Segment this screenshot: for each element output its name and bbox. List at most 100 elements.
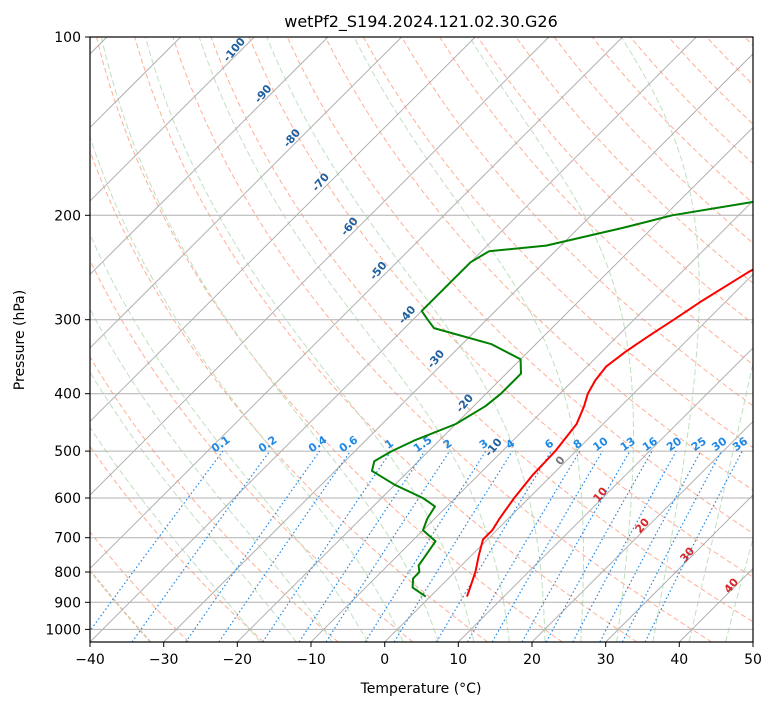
dry-adiabat-line xyxy=(172,37,712,642)
mixing-ratio-lines xyxy=(90,450,743,642)
dry-adiabat-line xyxy=(90,259,414,642)
moist-adiabat-label: 10 xyxy=(590,484,610,504)
moist-adiabat-label: 20 xyxy=(632,515,652,535)
dry-adiabat-label: -40 xyxy=(396,303,419,327)
dry-adiabat-line xyxy=(90,445,264,642)
mixing-ratio-line xyxy=(545,450,653,642)
dry-adiabat-line xyxy=(210,37,753,623)
y-tick-label: 700 xyxy=(54,531,81,547)
mixing-ratio-label: 2 xyxy=(441,437,455,452)
isotherm-line xyxy=(163,53,753,642)
moist-adiabat-line xyxy=(469,37,634,642)
mixing-ratio-label: 0.1 xyxy=(209,433,232,455)
mixing-ratio-line xyxy=(131,450,271,642)
mixing-ratio-line xyxy=(298,450,426,642)
mixing-ratio-line xyxy=(644,450,743,642)
dry-adiabat-line xyxy=(477,37,753,325)
y-tick-label: 100 xyxy=(54,30,81,46)
dry-adiabat-line xyxy=(362,37,753,449)
mixing-ratio-label: 0.4 xyxy=(306,433,330,455)
x-axis-label: Temperature (°C) xyxy=(360,681,482,697)
y-axis-label: Pressure (hPa) xyxy=(12,290,28,390)
isotherm-line xyxy=(90,37,329,276)
moist-adiabat-line xyxy=(266,37,546,642)
isotherm-line xyxy=(90,37,255,202)
dry-adiabat-line xyxy=(553,37,753,244)
dry-adiabat-line xyxy=(248,37,753,578)
mixing-ratio-line xyxy=(364,450,487,642)
moist-adiabat-line xyxy=(144,37,475,642)
isotherm-line xyxy=(90,37,402,349)
plot-frame xyxy=(89,36,754,643)
y-tick-label: 1000 xyxy=(45,622,81,638)
moist-adiabats xyxy=(90,37,753,642)
isotherm-line xyxy=(531,420,753,642)
mixing-ratio-line xyxy=(325,450,451,642)
isotherm-line xyxy=(384,273,753,642)
mixing-ratio-line xyxy=(185,450,321,642)
y-tick-label: 200 xyxy=(54,208,81,224)
series-lines xyxy=(371,200,753,598)
isotherm-line xyxy=(236,126,753,642)
dry-adiabat-label: -50 xyxy=(367,259,390,283)
series-line xyxy=(371,200,753,598)
isotherm-line xyxy=(90,37,623,570)
x-tick-label: 20 xyxy=(523,652,541,668)
isotherms xyxy=(90,37,753,642)
dry-adiabat-label: -100 xyxy=(220,35,248,65)
mixing-ratio-label: 0.6 xyxy=(337,433,361,455)
y-tick-label: 900 xyxy=(54,595,81,611)
mixing-ratio-line xyxy=(393,450,513,642)
y-tick-label: 400 xyxy=(54,387,81,403)
dry-adiabat-label: -80 xyxy=(281,126,304,150)
mixing-ratio-line xyxy=(90,450,224,632)
moist-adiabat-line xyxy=(620,37,700,642)
y-tick-label: 600 xyxy=(54,491,81,507)
dry-adiabat-label: -20 xyxy=(453,391,476,415)
series-line xyxy=(466,268,753,597)
x-tick-label: 0 xyxy=(380,652,389,668)
mixing-ratio-line xyxy=(572,450,677,642)
x-tick-label: −20 xyxy=(223,652,253,668)
reference-line-labels: 0.1 0.2 0.4 0.6 1 1.5 2 3 4 6 8 10 13 16 20 25 30 36-100-… xyxy=(209,35,750,596)
dry-adiabat-line xyxy=(96,37,563,642)
dry-adiabat-line xyxy=(90,531,190,642)
x-tick-label: −10 xyxy=(296,652,326,668)
plot-area: 0.1 0.2 0.4 0.6 1 1.5 2 3 4 6 8 10 13 16 20 25 30 36-100-… xyxy=(90,35,753,642)
x-tick-label: 10 xyxy=(449,652,467,668)
dry-adiabat-label: -70 xyxy=(309,170,332,194)
dry-adiabat-line xyxy=(90,355,339,642)
dry-adiabat-line xyxy=(401,37,753,407)
moist-adiabat-line xyxy=(100,37,439,642)
dry-adiabats xyxy=(90,37,753,642)
y-tick-label: 500 xyxy=(54,444,81,460)
dry-adiabat-label: -30 xyxy=(425,347,448,371)
mixing-ratio-label: 4 xyxy=(504,437,518,452)
moist-adiabat-line xyxy=(90,232,369,642)
dry-adiabat-line xyxy=(90,149,488,642)
x-axis-ticks: −40 −30 −20 −10 0 10 20 30 40 50 xyxy=(75,642,762,668)
x-tick-label: 30 xyxy=(597,652,615,668)
chart-title: wetPf2_S194.2024.121.02.30.G26 xyxy=(284,12,558,32)
isotherm-line xyxy=(752,641,753,642)
pressure-gridlines xyxy=(90,37,753,630)
moist-adiabat-line xyxy=(90,308,333,642)
moist-adiabat-line xyxy=(198,37,510,642)
dry-adiabat-line xyxy=(134,37,638,642)
moist-adiabat-label: 0 xyxy=(553,453,568,467)
mixing-ratio-line xyxy=(262,450,392,642)
isotherm-line xyxy=(90,37,697,642)
moist-adiabat-label: 30 xyxy=(677,544,697,564)
reference-curve xyxy=(90,569,152,642)
isotherm-line xyxy=(90,37,476,423)
mixing-ratio-line xyxy=(521,450,631,642)
y-tick-label: 300 xyxy=(54,313,81,329)
dry-adiabat-line xyxy=(324,37,753,491)
x-tick-label: 50 xyxy=(744,652,762,668)
moist-adiabat-line xyxy=(688,361,753,642)
moist-adiabat-line xyxy=(353,37,584,642)
mixing-ratio-label: 0.2 xyxy=(256,433,279,455)
y-axis-ticks: 1000 900 800 700 600 500 400 300 200 100 xyxy=(45,30,90,638)
x-tick-label: −40 xyxy=(75,652,105,668)
